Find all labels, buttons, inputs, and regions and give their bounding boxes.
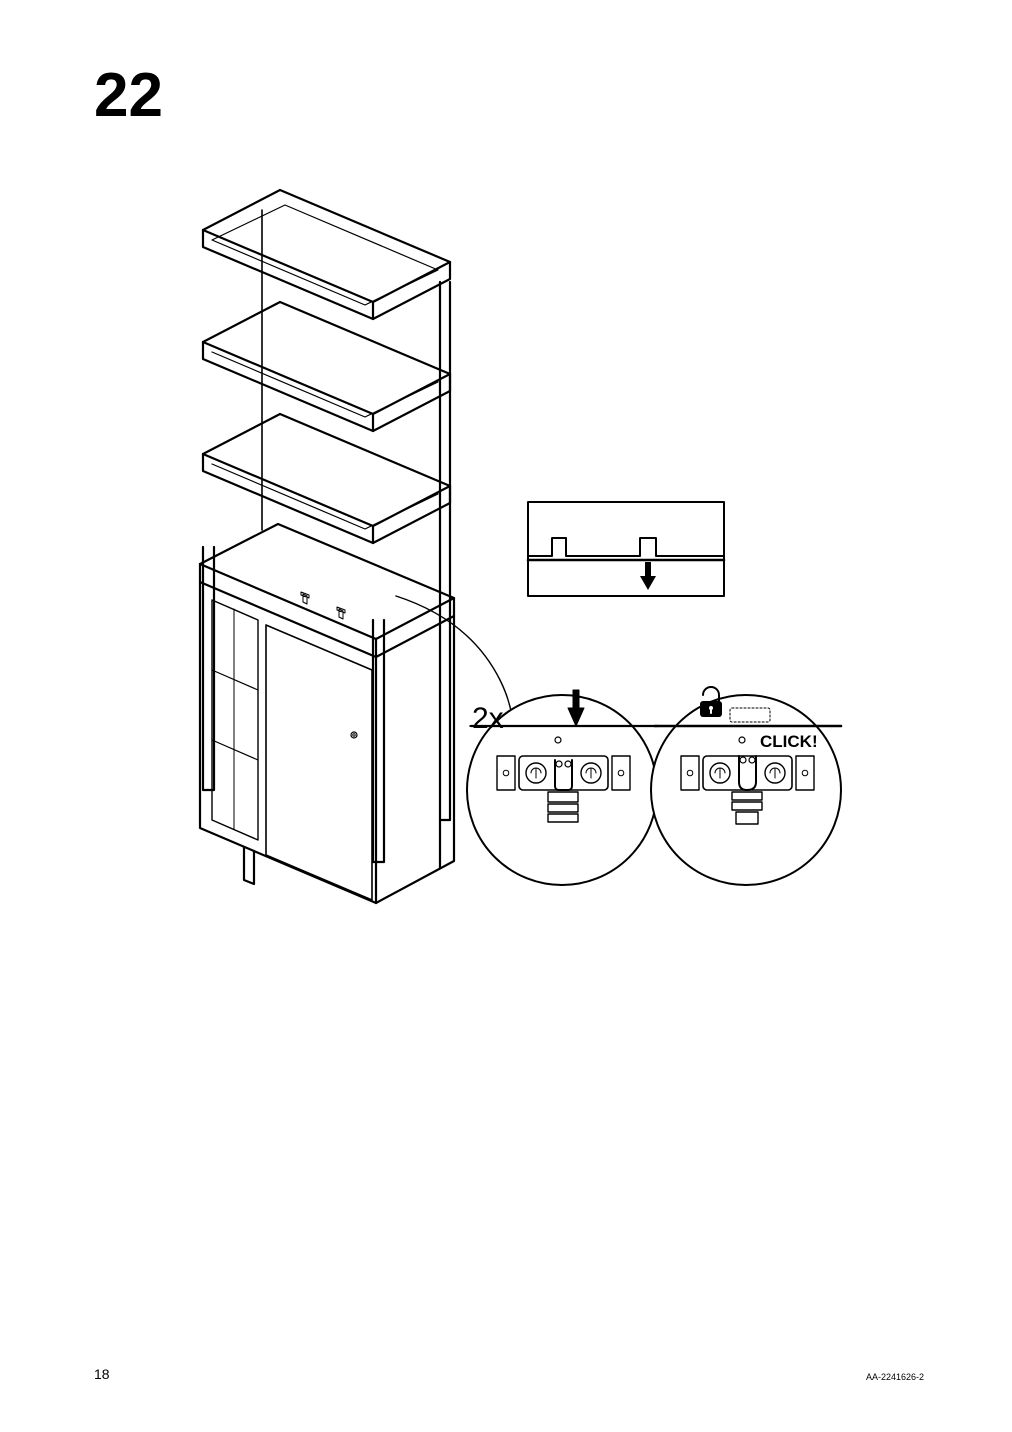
document-id: AA-2241626-2 (866, 1372, 924, 1382)
page-number: 18 (94, 1366, 110, 1382)
instruction-page: 22 (0, 0, 1012, 1432)
click-label: CLICK! (760, 732, 818, 752)
assembly-diagram (0, 0, 1012, 1432)
quantity-label: 2x (472, 702, 504, 736)
